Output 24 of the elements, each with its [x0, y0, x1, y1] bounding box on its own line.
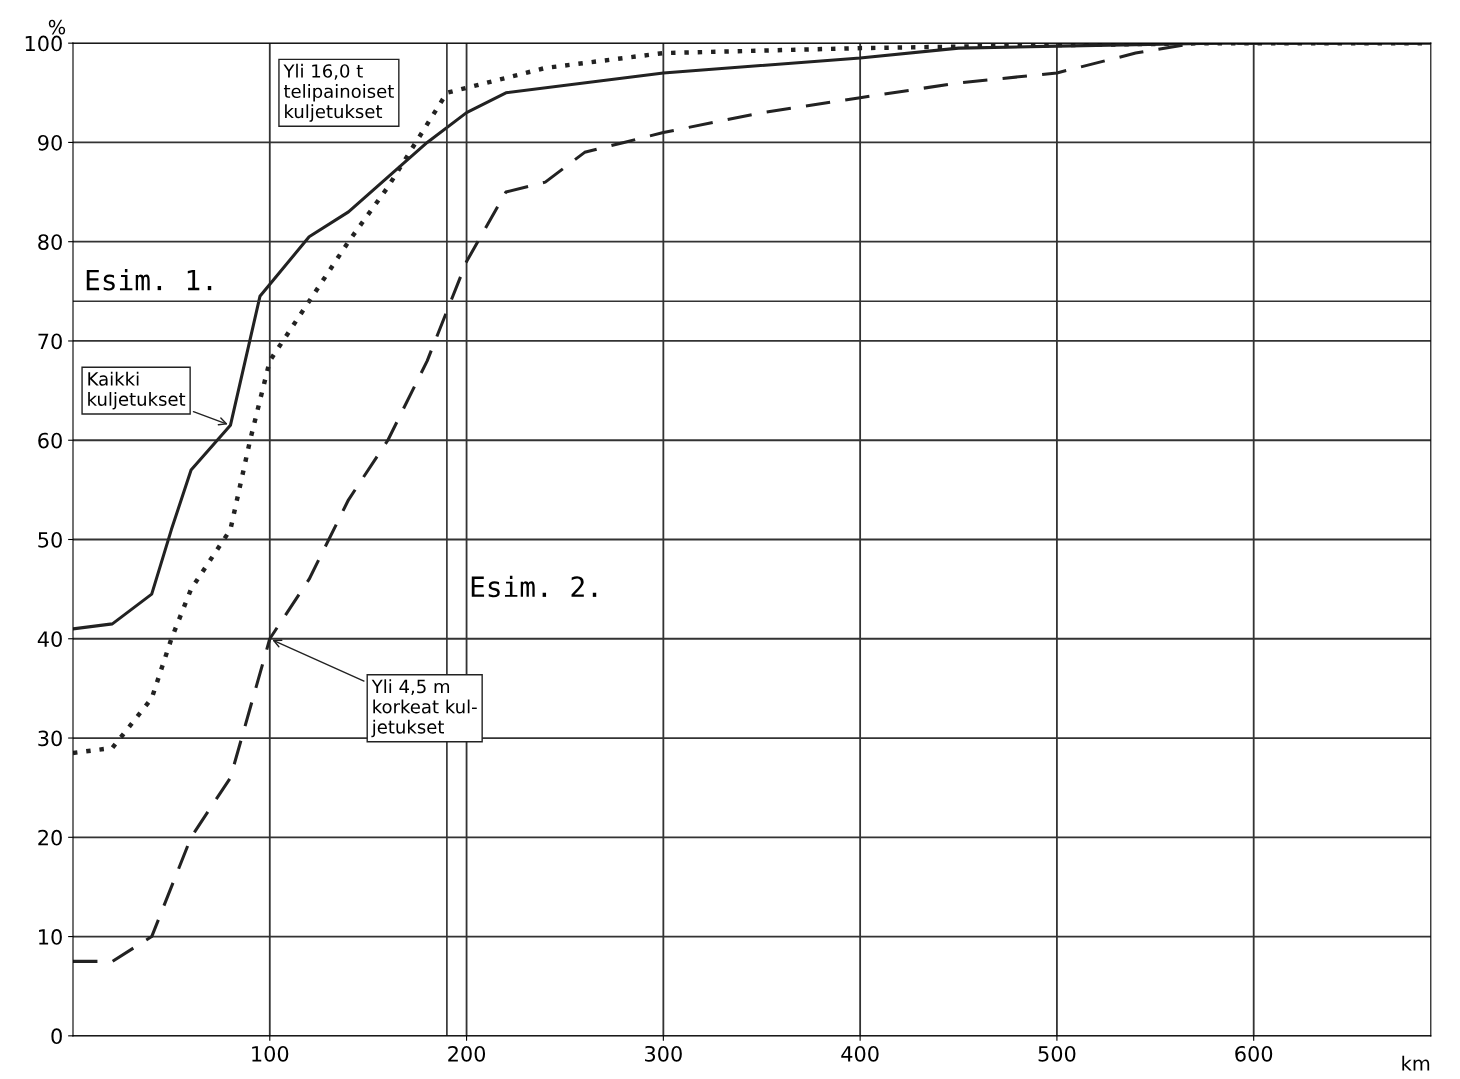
ref-line-label: Esim. 1. — [86, 269, 212, 291]
y-tick-label: 60 — [38, 432, 62, 449]
x-tick-label: 500 — [1038, 1045, 1076, 1062]
annotation: Yli 16,0 t telipainoiset kuljetukset — [283, 63, 394, 122]
x-tick-label: 100 — [252, 1045, 289, 1062]
y-tick-label: 100 — [25, 35, 62, 52]
y-tick-label: 10 — [39, 929, 62, 945]
y-tick-label: 50 — [38, 531, 62, 548]
annotation: Yli 4,5 m korkeat kul- jetukset — [371, 679, 477, 738]
annotation: Kaikki kuljetukset — [88, 371, 186, 410]
y-tick-label: 40 — [37, 631, 62, 647]
x-axis-title: km — [1402, 1055, 1430, 1071]
y-axis-title: % — [48, 19, 66, 35]
y-tick-label: 70 — [38, 333, 62, 350]
x-tick-label: 400 — [841, 1045, 879, 1062]
y-tick-label: 0 — [51, 1028, 62, 1045]
y-tick-label: 30 — [38, 730, 62, 747]
x-tick-label: 200 — [448, 1045, 486, 1062]
x-tick-label: 300 — [645, 1045, 682, 1062]
y-tick-label: 80 — [38, 234, 62, 250]
y-tick-label: 90 — [38, 134, 62, 151]
x-tick-label: 600 — [1235, 1045, 1273, 1062]
ref-line-label: Esim. 2. — [471, 575, 597, 598]
y-tick-label: 20 — [38, 829, 62, 846]
